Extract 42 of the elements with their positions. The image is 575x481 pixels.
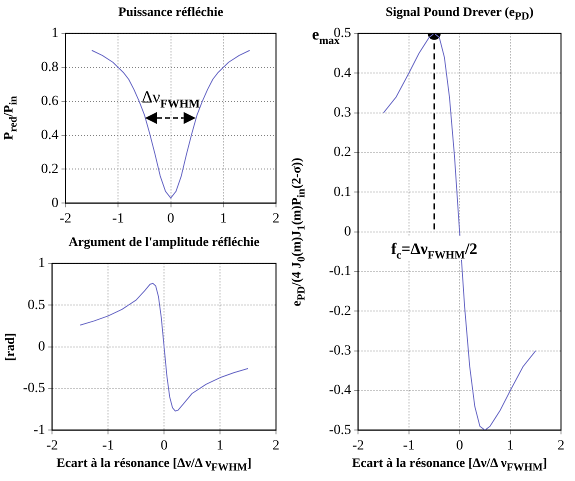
y-tick-label: 0.2 <box>334 145 352 160</box>
y-axis-title: [rad] <box>2 332 18 361</box>
x-tick-label: 2 <box>272 438 280 454</box>
x-tick-label: 1 <box>216 438 224 454</box>
chart-title: Signal Pound Drever (e$_{PD}$) <box>384 4 535 23</box>
y-tick-label: -0.1 <box>328 264 352 280</box>
y-tick-label: 0.6 <box>41 94 58 109</box>
x-tick-label: 1 <box>506 438 514 454</box>
x-tick-label: 0 <box>167 211 174 226</box>
y-tick-label: 0 <box>52 196 58 211</box>
y-tick-label: -1 <box>33 422 46 438</box>
x-axis-title: Ecart à la résonance [Δν/Δ ν$_{FWHM}$] <box>351 455 548 474</box>
y-tick-label: -0.5 <box>328 422 352 438</box>
y-tick-label: 0.8 <box>41 60 58 76</box>
y-tick-label: -0.3 <box>328 344 352 359</box>
x-tick-label: -2 <box>352 438 364 454</box>
y-tick-label: 0.4 <box>41 128 58 143</box>
y-tick-label: 0.1 <box>334 184 352 200</box>
x-tick-label: 0 <box>160 438 168 454</box>
y-tick-label: 0.5 <box>28 298 46 313</box>
chart-title: Puissance réfléchie <box>117 4 224 20</box>
y-tick-label: 0.4 <box>334 66 352 81</box>
y-tick-label: 0.2 <box>41 162 58 177</box>
y-tick-label: 0 <box>344 224 352 240</box>
y-tick-label: 1 <box>38 256 46 272</box>
y-tick-label: 0 <box>38 339 46 354</box>
y-tick-label: -0.5 <box>22 381 46 396</box>
x-tick-label: 2 <box>272 211 280 226</box>
x-tick-label: -1 <box>403 438 415 454</box>
x-axis-title: Ecart à la résonance [Δν/Δ ν$_{FWHM}$] <box>56 455 253 474</box>
x-tick-label: -2 <box>60 211 72 226</box>
x-tick-label: -2 <box>46 438 58 454</box>
x-tick-label: 1 <box>220 211 227 226</box>
x-tick-label: 0 <box>456 438 464 454</box>
x-tick-label: 2 <box>558 438 564 454</box>
chart-title: Argument de l'amplitude réfléchie <box>68 234 261 250</box>
x-tick-label: -1 <box>102 438 114 454</box>
x-tick-label: -1 <box>112 211 124 226</box>
y-tick-label: 1 <box>52 26 58 42</box>
y-tick-label: 0.3 <box>334 105 352 120</box>
y-tick-label: -0.2 <box>328 304 352 319</box>
y-tick-label: -0.4 <box>328 383 352 398</box>
